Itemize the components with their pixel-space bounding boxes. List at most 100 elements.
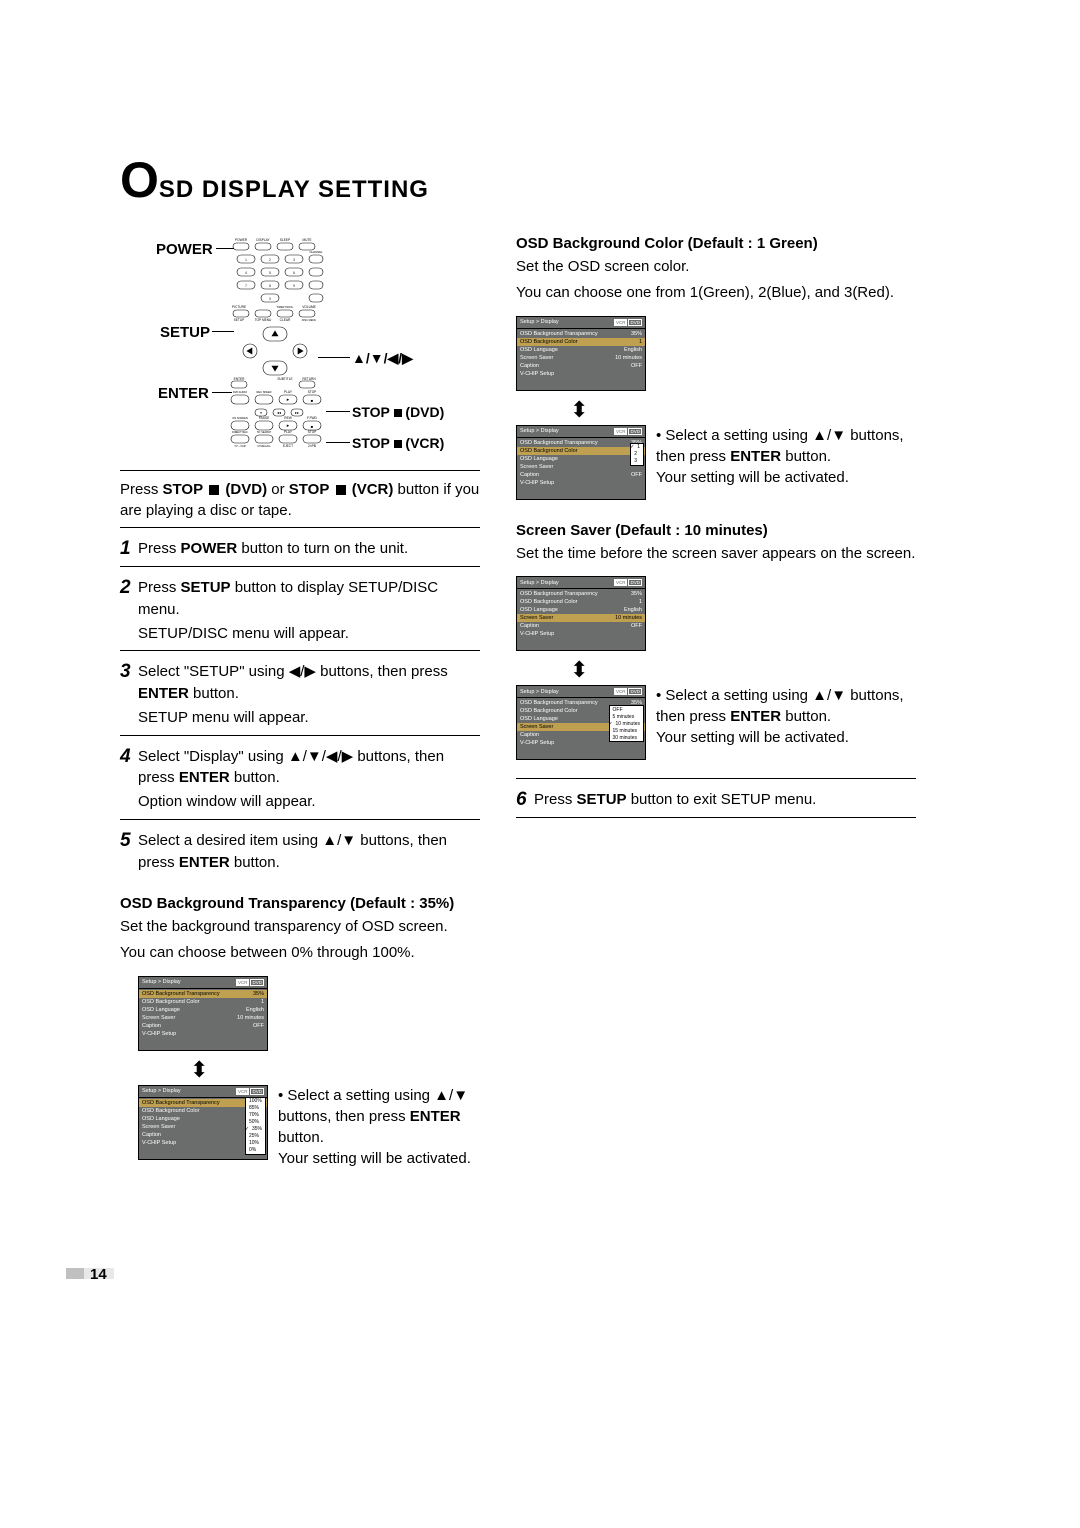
label-stop-vcr: STOP (VCR)	[352, 435, 444, 451]
svg-text:DIRECT REC: DIRECT REC	[232, 430, 248, 434]
label-power: POWER	[156, 241, 213, 258]
side-note: • Select a setting using ▲/▼ buttons, th…	[278, 1085, 480, 1169]
svg-text:STOP: STOP	[308, 430, 317, 434]
label-setup: SETUP	[160, 324, 210, 341]
stop-icon	[209, 485, 219, 495]
stop-icon	[394, 409, 402, 417]
step-sub: SETUP/DISC menu will appear.	[138, 623, 480, 645]
svg-text:DISPLAY: DISPLAY	[256, 238, 270, 242]
body-text: You can choose between 0% through 100%.	[120, 942, 480, 964]
svg-text:EJECT: EJECT	[283, 444, 293, 448]
side-note: • Select a setting using ▲/▼ buttons, th…	[656, 685, 916, 748]
svg-text:9: 9	[293, 284, 295, 288]
t: STOP	[352, 435, 394, 451]
svg-text:DVD AUDIO: DVD AUDIO	[233, 390, 247, 394]
step-num: 5	[120, 830, 138, 874]
svg-text:■: ■	[311, 424, 314, 429]
remote-icon: POWER DISPLAY SLEEP MUTE 1 2 3 4 5 6 7 8 9 0 CHAN…	[225, 235, 335, 453]
svg-text:2: 2	[269, 258, 271, 262]
step-num: 3	[120, 661, 138, 705]
svg-text:PAUSE: PAUSE	[259, 416, 270, 420]
svg-text:TOP MENU: TOP MENU	[255, 318, 272, 322]
updown-arrow-icon: ⬍	[190, 1057, 480, 1083]
t2: (DVD)	[402, 404, 445, 420]
page-number: 14	[90, 1266, 107, 1283]
svg-text:5: 5	[269, 271, 271, 275]
intro-text: Press STOP (DVD) or STOP (VCR) button if…	[120, 479, 480, 521]
svg-text:DISC MENU: DISC MENU	[302, 318, 317, 322]
label-enter: ENTER	[158, 385, 209, 402]
svg-text:PLAY: PLAY	[284, 390, 293, 394]
step-num: 6	[516, 789, 534, 811]
osd-screenshot: Setup > DisplayVCRDVD OSD Background Tra…	[516, 425, 646, 500]
section-head-transp: OSD Background Transparency (Default : 3…	[120, 895, 480, 912]
title-initial: O	[120, 155, 159, 205]
svg-text:▸: ▸	[287, 397, 290, 403]
svg-text:4: 4	[245, 271, 247, 275]
step-num: 1	[120, 538, 138, 560]
svg-text:TV↔VCR: TV↔VCR	[234, 444, 246, 448]
svg-text:▸: ▸	[287, 423, 290, 429]
svg-text:CLEAR: CLEAR	[280, 318, 291, 322]
step-num: 2	[120, 577, 138, 621]
svg-text:SETUP: SETUP	[234, 318, 245, 322]
step-4: 4 Select "Display" using ▲/▼/◀/▶ buttons…	[120, 746, 480, 790]
label-arrows: ▲/▼/◀/▶	[352, 350, 413, 367]
svg-text:TIMER PROG.: TIMER PROG.	[276, 305, 293, 309]
side-note: • Select a setting using ▲/▼ buttons, th…	[656, 425, 916, 488]
svg-text:8: 8	[269, 284, 271, 288]
step-2: 2 Press SETUP button to display SETUP/DI…	[120, 577, 480, 621]
step-3: 3 Select "SETUP" using ◀/▶ buttons, then…	[120, 661, 480, 705]
svg-text:STOP: STOP	[308, 390, 317, 394]
svg-text:REW: REW	[284, 416, 291, 420]
osd-popup: OFF5 minutes10 minutes15 minutes30 minut…	[609, 705, 644, 742]
svg-text:■: ■	[311, 398, 314, 403]
section-head-saver: Screen Saver (Default : 10 minutes)	[516, 522, 916, 539]
osd-screenshot: Setup > DisplayVCRDVD OSD Background Tra…	[516, 576, 646, 651]
remote-diagram: POWER SETUP ENTER ▲/▼/◀/▶ STOP (DVD) STO…	[120, 235, 480, 460]
stop-icon	[394, 440, 402, 448]
t2: (VCR)	[402, 435, 445, 451]
svg-text:POWER: POWER	[235, 238, 248, 242]
label-stop-dvd: STOP (DVD)	[352, 404, 444, 420]
osd-popup: 100%85%70%50%35%25%10%0%	[245, 1097, 266, 1155]
svg-text:F.FWD: F.FWD	[307, 416, 317, 420]
left-column: POWER SETUP ENTER ▲/▼/◀/▶ STOP (DVD) STO…	[120, 235, 480, 1169]
svg-text:PICTURE: PICTURE	[232, 305, 246, 309]
step-sub: Option window will appear.	[138, 791, 480, 813]
step-sub: SETUP menu will appear.	[138, 707, 480, 729]
body-text: Set the OSD screen color.	[516, 256, 916, 278]
svg-text:VOLUME: VOLUME	[302, 305, 315, 309]
title-rest: SD DISPLAY SETTING	[159, 176, 429, 204]
step-1: 1 Press POWER button to turn on the unit…	[120, 538, 480, 560]
svg-text:⏸: ⏸	[260, 410, 262, 415]
svg-text:1: 1	[245, 258, 247, 262]
svg-text:TR. SEARCH: TR. SEARCH	[257, 431, 272, 434]
page-title: O SD DISPLAY SETTING	[120, 155, 980, 205]
osd-popup: 123	[630, 443, 644, 466]
body-text: You can choose one from 1(Green), 2(Blue…	[516, 282, 916, 304]
svg-text:SUBTITLE: SUBTITLE	[277, 377, 292, 381]
svg-text:▸▸: ▸▸	[295, 410, 299, 415]
osd-screenshot: Setup > DisplayVCRDVD OSD Background Tra…	[516, 316, 646, 391]
osd-screenshot: Setup > DisplayVCRDVD OSD Background Tra…	[138, 976, 268, 1051]
svg-text:3: 3	[293, 258, 295, 262]
svg-text:6: 6	[293, 271, 295, 275]
right-column: OSD Background Color (Default : 1 Green)…	[516, 235, 916, 1169]
step-num: 4	[120, 746, 138, 790]
svg-text:0: 0	[269, 297, 271, 301]
svg-text:REC SPEED: REC SPEED	[257, 390, 272, 394]
svg-text:PLAY: PLAY	[284, 430, 293, 434]
svg-text:MUTE: MUTE	[302, 238, 311, 242]
svg-text:ON SCREEN: ON SCREEN	[232, 416, 248, 420]
svg-text:2×PB: 2×PB	[308, 444, 316, 448]
section-head-color: OSD Background Color (Default : 1 Green)	[516, 235, 916, 252]
svg-text:ENTER: ENTER	[234, 377, 246, 381]
svg-text:◂◂: ◂◂	[277, 410, 281, 415]
svg-text:7: 7	[245, 284, 247, 288]
step-6: 6 Press SETUP button to exit SETUP menu.	[516, 789, 916, 811]
svg-text:CHANNEL: CHANNEL	[309, 250, 323, 254]
svg-text:RETURN: RETURN	[302, 377, 316, 381]
page-num-bar	[66, 1268, 84, 1279]
svg-text:SLEEP: SLEEP	[280, 238, 290, 242]
